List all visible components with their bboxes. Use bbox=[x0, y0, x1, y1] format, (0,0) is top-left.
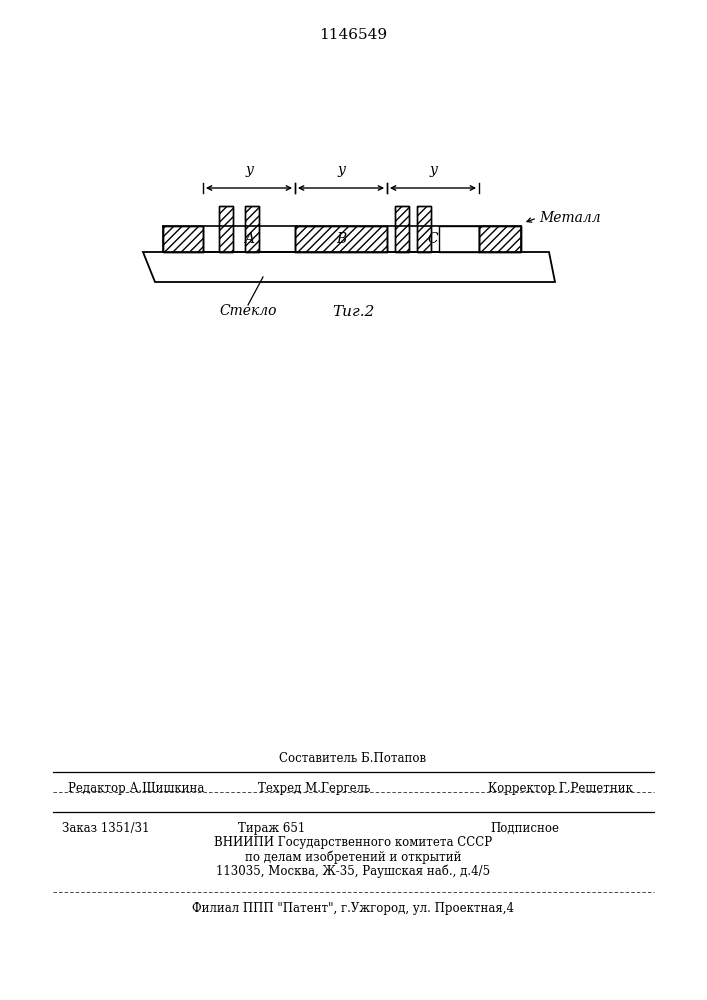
Text: Заказ 1351/31: Заказ 1351/31 bbox=[62, 822, 149, 835]
Bar bbox=[417, 206, 431, 252]
Text: Филиал ППП "Патент", г.Ужгород, ул. Проектная,4: Филиал ППП "Патент", г.Ужгород, ул. Прое… bbox=[192, 902, 514, 915]
Polygon shape bbox=[143, 252, 555, 282]
Bar bbox=[163, 226, 203, 252]
Bar bbox=[245, 206, 259, 252]
Text: C: C bbox=[428, 232, 438, 246]
Bar bbox=[395, 206, 409, 252]
Text: Τиг.2: Τиг.2 bbox=[332, 305, 374, 319]
Text: ВНИИПИ Государственного комитета СССР: ВНИИПИ Государственного комитета СССР bbox=[214, 836, 492, 849]
Bar bbox=[219, 206, 233, 252]
Bar bbox=[295, 226, 387, 252]
Bar bbox=[395, 206, 409, 252]
Bar bbox=[163, 226, 203, 252]
Text: Корректор Г.Решетник: Корректор Г.Решетник bbox=[488, 782, 633, 795]
Text: Подписное: Подписное bbox=[490, 822, 559, 835]
Bar bbox=[245, 206, 259, 252]
Bar bbox=[219, 206, 233, 252]
Text: 1146549: 1146549 bbox=[319, 28, 387, 42]
Text: 113035, Москва, Ж-35, Раушская наб., д.4/5: 113035, Москва, Ж-35, Раушская наб., д.4… bbox=[216, 864, 490, 878]
Text: B: B bbox=[336, 232, 346, 246]
Text: Техред М.Гергель: Техред М.Гергель bbox=[258, 782, 370, 795]
Bar bbox=[479, 226, 521, 252]
Text: Редактор А.Шишкина: Редактор А.Шишкина bbox=[68, 782, 204, 795]
Text: A: A bbox=[244, 232, 254, 246]
Text: Тираж 651: Тираж 651 bbox=[238, 822, 305, 835]
Text: y: y bbox=[429, 163, 437, 177]
Text: y: y bbox=[245, 163, 253, 177]
Text: по делам изобретений и открытий: по делам изобретений и открытий bbox=[245, 850, 461, 863]
Bar bbox=[417, 206, 431, 252]
Bar bbox=[439, 226, 479, 252]
Text: Составитель Б.Потапов: Составитель Б.Потапов bbox=[279, 752, 426, 764]
Text: y: y bbox=[337, 163, 345, 177]
Text: Металл: Металл bbox=[539, 211, 601, 225]
Bar bbox=[295, 226, 387, 252]
Bar bbox=[479, 226, 521, 252]
Text: Стекло: Стекло bbox=[219, 304, 276, 318]
